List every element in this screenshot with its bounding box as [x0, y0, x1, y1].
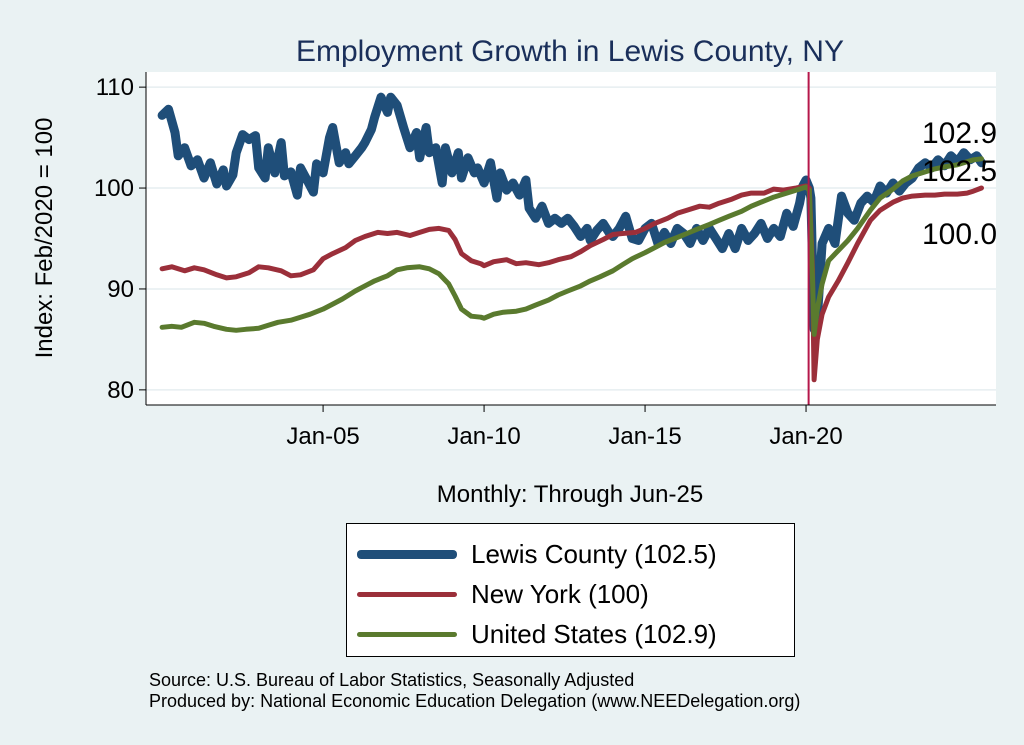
legend-item-united-states: United States (102.9)	[357, 614, 717, 654]
x-tick-label: Jan-20	[769, 423, 842, 450]
y-tick-label: 100	[94, 175, 134, 202]
end-label-2: 102.9	[922, 117, 997, 150]
x-tick-label: Jan-05	[286, 423, 359, 450]
series-line-2	[159, 156, 984, 337]
end-label-1: 100.0	[922, 218, 997, 251]
y-tick-label: 80	[107, 377, 134, 404]
source-note: Source: U.S. Bureau of Labor Statistics,…	[149, 670, 635, 690]
legend-item-lewis-county: Lewis County (102.5)	[357, 534, 717, 574]
x-tick-label: Jan-15	[608, 423, 681, 450]
axes: 80 90 100 110 Jan-05 Jan-10 Jan-15 Jan-20	[94, 72, 996, 450]
legend-swatch-united-states	[357, 631, 457, 637]
legend-swatch-new-york	[357, 591, 457, 597]
series-line-0	[157, 92, 986, 334]
producer-note: Produced by: National Economic Education…	[149, 691, 801, 711]
y-axis-title: Index: Feb/2020 = 100	[31, 118, 58, 359]
end-labels: 102.5 100.0 102.9	[922, 117, 997, 251]
legend: Lewis County (102.5) New York (100) Unit…	[346, 523, 795, 657]
legend-label: Lewis County (102.5)	[471, 538, 717, 569]
legend-label: United States (102.9)	[471, 618, 717, 649]
chart-title: Employment Growth in Lewis County, NY	[296, 35, 844, 68]
x-tick-label: Jan-10	[447, 423, 520, 450]
y-tick-label: 90	[107, 276, 134, 303]
plot-area	[146, 72, 996, 405]
legend-item-new-york: New York (100)	[357, 574, 649, 614]
legend-swatch-lewis	[357, 549, 457, 559]
x-axis-title: Monthly: Through Jun-25	[437, 481, 703, 508]
y-tick-label: 110	[96, 74, 134, 101]
legend-label: New York (100)	[471, 578, 649, 609]
employment-chart: Employment Growth in Lewis County, NY 80…	[31, 35, 997, 508]
gridlines	[146, 86, 996, 391]
end-label-0: 102.5	[922, 155, 997, 188]
series-line-1	[159, 183, 984, 383]
series-lines	[157, 92, 986, 383]
